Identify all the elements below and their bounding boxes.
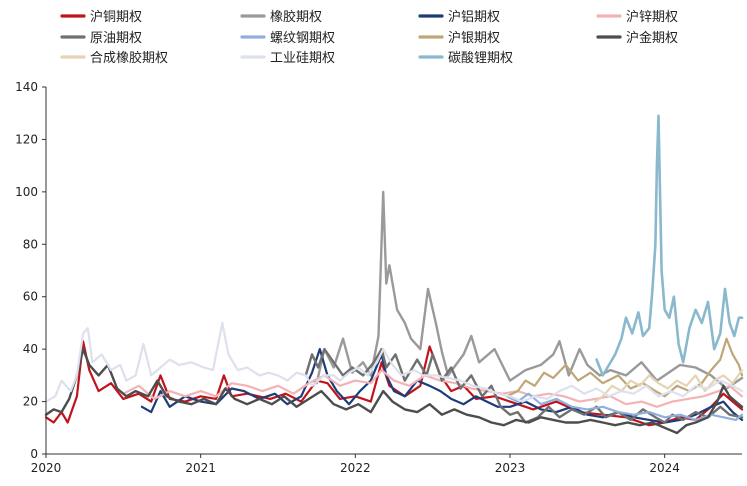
- x-tick-label: 2024: [649, 461, 680, 475]
- legend-item: 沪铝期权: [418, 9, 500, 25]
- series-line-6: [505, 337, 744, 398]
- x-tick-label: 2023: [495, 461, 526, 475]
- legend-item: 橡胶期权: [240, 9, 322, 25]
- y-tick-label: 120: [15, 132, 38, 146]
- x-tick-label: 2022: [340, 461, 371, 475]
- legend-item: 螺纹钢期权: [240, 30, 335, 46]
- legend-item: 原油期权: [60, 30, 142, 46]
- y-tick-label: 40: [23, 342, 38, 356]
- series-line-5: [505, 392, 744, 421]
- axes: 0 20 40 60 80 100 120 140 2020 2021 2022 2023 2024: [15, 80, 742, 475]
- legend-label: 沪锌期权: [626, 9, 678, 25]
- legend-item: 沪铜期权: [60, 9, 142, 25]
- legend-item: 工业硅期权: [240, 50, 335, 66]
- y-tick-label: 140: [15, 80, 38, 94]
- legend-item: 沪银期权: [418, 30, 500, 46]
- legend-label: 沪银期权: [448, 30, 500, 46]
- y-tick-label: 100: [15, 185, 38, 199]
- series-line-0: [44, 340, 744, 427]
- y-tick-label: 80: [23, 237, 38, 251]
- series-line-3: [122, 369, 744, 408]
- series-line-8: [594, 369, 744, 403]
- x-tick-label: 2021: [185, 461, 216, 475]
- legend-label: 原油期权: [90, 30, 142, 46]
- legend-label: 螺纹钢期权: [270, 30, 335, 46]
- legend-label: 工业硅期权: [270, 50, 335, 66]
- legend-label: 碳酸锂期权: [448, 50, 513, 66]
- legend-label: 橡胶期权: [270, 9, 322, 25]
- legend-label: 沪铜期权: [90, 9, 142, 25]
- y-tick-label: 0: [30, 447, 38, 461]
- series-line-1: [315, 190, 744, 390]
- legend-label: 沪金期权: [626, 30, 678, 46]
- series-line-9: [44, 321, 744, 403]
- series-lines: [44, 114, 744, 435]
- y-tick-label: 60: [23, 290, 38, 304]
- plot-area: 0 20 40 60 80 100 120 140 2020 2021 2022 2023 2024: [15, 80, 744, 475]
- legend-item: 碳酸锂期权: [418, 50, 513, 66]
- series-line-7: [44, 347, 744, 435]
- x-tick-label: 2020: [31, 461, 62, 475]
- series-line-4: [304, 347, 744, 424]
- legend-label: 沪铝期权: [448, 9, 500, 25]
- y-tick-label: 20: [23, 395, 38, 409]
- legend-item: 沪金期权: [596, 30, 678, 46]
- legend-item: 合成橡胶期权: [60, 50, 168, 66]
- legend-label: 合成橡胶期权: [90, 50, 168, 66]
- legend-item: 沪锌期权: [596, 9, 678, 25]
- series-line-10: [595, 114, 744, 377]
